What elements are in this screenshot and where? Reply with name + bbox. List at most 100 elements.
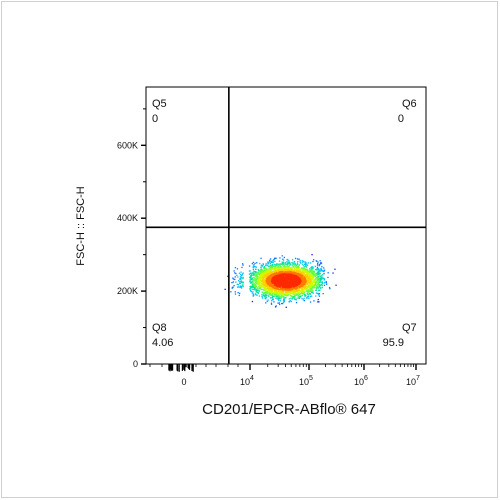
event-dot <box>256 287 258 289</box>
event-dot <box>289 263 292 265</box>
event-dot <box>274 275 276 277</box>
event-dot <box>288 263 290 265</box>
event-dot <box>300 292 303 294</box>
event-dot <box>267 290 269 292</box>
quadrant-name-q5: Q5 <box>152 98 167 110</box>
event-dot <box>297 284 299 287</box>
event-dot <box>323 284 326 286</box>
event-dot <box>286 268 288 270</box>
event-dot <box>294 263 296 265</box>
event-dot <box>283 271 285 273</box>
event-dot <box>278 302 280 304</box>
event-dot <box>263 275 266 277</box>
event-dot <box>317 269 319 271</box>
event-dot <box>289 290 291 292</box>
event-dot <box>252 266 254 269</box>
quadrant-name-q6: Q6 <box>402 98 417 110</box>
event-dot <box>235 281 237 283</box>
event-dot <box>259 277 261 279</box>
event-dot <box>306 297 308 299</box>
event-dot <box>260 264 262 266</box>
event-dot <box>283 268 285 270</box>
event-dot <box>255 266 257 268</box>
event-dot <box>265 288 267 290</box>
event-dot <box>276 263 278 265</box>
event-dot <box>258 272 260 274</box>
event-dot <box>261 291 263 293</box>
event-dot <box>238 272 241 274</box>
event-dot <box>298 280 300 282</box>
event-dot <box>269 288 271 290</box>
event-dot <box>315 279 317 281</box>
event-dot <box>313 271 315 273</box>
event-dot <box>272 268 274 270</box>
event-dot <box>296 273 298 275</box>
event-dot <box>268 287 270 290</box>
event-dot <box>297 266 300 268</box>
event-dot <box>274 285 277 287</box>
event-dot <box>298 291 300 293</box>
event-dot <box>303 270 306 272</box>
event-dot <box>265 286 267 288</box>
event-dot <box>302 261 304 263</box>
event-dot <box>268 277 270 279</box>
event-dot <box>287 274 289 276</box>
event-dot <box>263 268 265 270</box>
event-dot <box>313 274 315 276</box>
event-dot <box>286 267 288 269</box>
event-dot <box>281 269 284 272</box>
event-dot <box>323 278 326 280</box>
event-dot <box>316 280 319 282</box>
event-dot <box>303 273 305 275</box>
event-dot <box>317 278 320 280</box>
event-dot <box>332 272 334 274</box>
event-dot <box>275 297 277 299</box>
event-dot <box>294 280 296 282</box>
event-dot <box>251 283 253 285</box>
event-dot <box>234 293 237 295</box>
event-dot <box>262 278 264 280</box>
event-dot <box>274 272 276 274</box>
event-dot <box>263 284 265 287</box>
event-dot <box>304 265 306 268</box>
event-dot <box>279 275 281 277</box>
event-dot <box>311 275 313 278</box>
event-dot <box>278 260 281 262</box>
event-dot <box>264 297 266 299</box>
event-dot <box>296 262 299 264</box>
event-dot <box>259 284 261 286</box>
event-dot <box>301 285 303 287</box>
event-dot <box>306 264 309 266</box>
event-dot <box>318 273 320 275</box>
plot-area <box>145 86 427 365</box>
event-dot <box>279 263 281 265</box>
event-dot <box>286 277 288 279</box>
event-dot <box>261 275 263 277</box>
event-dot <box>321 286 323 289</box>
event-dot <box>291 281 293 283</box>
event-dot <box>277 266 280 269</box>
event-dot <box>312 260 314 263</box>
event-dot <box>240 286 242 288</box>
event-dot <box>315 292 318 294</box>
event-dot <box>278 270 280 273</box>
event-dot <box>288 291 290 293</box>
event-dot <box>256 262 258 264</box>
event-dot <box>314 286 316 288</box>
event-dot <box>248 273 251 275</box>
event-dot <box>313 275 315 277</box>
event-dot <box>250 290 252 293</box>
event-dot <box>292 297 294 299</box>
event-dot <box>298 276 300 278</box>
event-dot <box>298 267 300 270</box>
event-dot <box>252 294 254 296</box>
event-dot <box>317 286 319 288</box>
event-dot <box>264 288 266 291</box>
event-dot <box>255 275 257 277</box>
event-dot <box>268 270 270 273</box>
event-dot <box>278 296 280 298</box>
event-dot <box>251 277 253 279</box>
event-dot <box>254 285 257 288</box>
event-dot <box>304 277 306 280</box>
event-dot <box>237 280 240 282</box>
